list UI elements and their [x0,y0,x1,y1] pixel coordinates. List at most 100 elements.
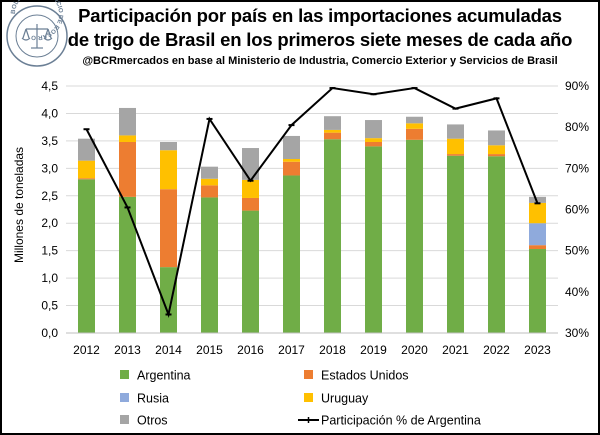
bar-argentina-2016 [242,210,259,333]
x-tick-label: 2014 [155,343,182,357]
bar-estados_unidos-2017 [283,161,300,176]
bar-argentina-2022 [488,156,505,333]
bars-group [78,107,546,333]
bar-estados_unidos-2012 [78,178,95,180]
bar-argentina-2021 [447,155,464,333]
x-axis: 2012 2013 2014 2015 2016 2017 2018 2019 2020 2021… [66,332,558,357]
y-axis-label: Millones de toneladas [12,147,26,263]
y-tick-label: 0,5 [41,299,58,313]
y-tick-label: 1,5 [41,244,58,258]
bar-uruguay-2023 [529,202,546,224]
y2-tick-label: 70% [565,161,589,175]
legend-swatch-estados_unidos [304,370,313,379]
y-tick-label: 4,0 [41,106,58,120]
y-tick-label: 2,5 [41,189,58,203]
chart-subtitle: @BCRmercados en base al Ministerio de In… [82,55,558,67]
legend-label-argentina: Argentina [137,369,191,383]
bar-estados_unidos-2013 [119,141,136,197]
legend-swatch-otros [120,415,129,424]
y-axis-primary: 0,0 0,5 1,0 1,5 2,0 2,5 3,0 3,5 4,0 4,5 [41,79,58,340]
y-tick-label: 1,0 [41,271,58,285]
bar-estados_unidos-2019 [365,141,382,147]
scales-icon [21,24,53,49]
bar-uruguay-2013 [119,135,136,142]
legend-label-uruguay: Uruguay [321,392,369,406]
x-tick-label: 2018 [319,343,346,357]
bar-estados_unidos-2014 [160,189,177,268]
bar-uruguay-2016 [242,179,259,198]
x-tick-label: 2012 [73,343,100,357]
gridlines [66,85,558,307]
x-tick-label: 2015 [196,343,223,357]
chart-title-line2: de trigo de Brasil en los primeros siete… [67,29,573,50]
bar-uruguay-2015 [201,178,218,186]
bar-otros-2021 [447,124,464,139]
bar-otros-2015 [201,166,218,179]
bar-argentina-2012 [78,179,95,333]
y2-tick-label: 90% [565,79,589,93]
bar-argentina-2013 [119,196,136,333]
bar-estados_unidos-2020 [406,128,423,140]
bar-estados_unidos-2023 [529,245,546,250]
y2-tick-label: 40% [565,285,589,299]
y2-tick-label: 50% [565,244,589,258]
bar-otros-2016 [242,148,259,180]
y2-tick-label: 60% [565,203,589,217]
bar-uruguay-2018 [324,129,341,133]
bar-argentina-2023 [529,249,546,333]
legend-label-estados_unidos: Estados Unidos [321,369,409,383]
bar-otros-2014 [160,141,177,151]
bar-uruguay-2014 [160,150,177,190]
bcr-seal-logo: BOLSA DE COMERCIO DE ROSARIO [6,0,68,67]
x-tick-label: 2017 [278,343,305,357]
legend-label-line: Participación % de Argentina [321,414,481,428]
x-tick-label: 2016 [237,343,264,357]
legend-swatch-rusia [120,393,129,402]
line-argentina-share [85,86,539,319]
y2-tick-label: 80% [565,120,589,134]
bar-uruguay-2019 [365,138,382,142]
bar-argentina-2020 [406,139,423,333]
bar-uruguay-2021 [447,138,464,155]
legend-label-otros: Otros [137,414,168,428]
legend-swatch-argentina [120,370,129,379]
x-tick-label: 2022 [483,343,510,357]
y-tick-label: 0,0 [41,326,58,340]
bar-argentina-2014 [160,267,177,333]
legend: Argentina Estados Unidos Rusia Uruguay Otros… [120,369,481,428]
bar-otros-2013 [119,107,136,136]
bar-uruguay-2012 [78,160,95,179]
bar-argentina-2017 [283,175,300,333]
bar-otros-2023 [529,196,546,203]
x-tick-label: 2019 [360,343,387,357]
x-tick-label: 2020 [401,343,428,357]
y-tick-label: 4,5 [41,79,58,93]
bar-estados_unidos-2021 [447,154,464,156]
y-tick-label: 3,5 [41,134,58,148]
bar-otros-2019 [365,120,382,139]
x-tick-label: 2023 [524,343,551,357]
bar-estados_unidos-2018 [324,132,341,140]
y-tick-label: 3,0 [41,161,58,175]
bar-estados_unidos-2016 [242,197,259,211]
x-tick-label: 2013 [114,343,141,357]
bar-estados_unidos-2015 [201,185,218,198]
line-series-group [83,86,541,319]
bar-argentina-2015 [201,197,218,333]
bar-rusia-2023 [529,223,546,246]
bar-uruguay-2022 [488,145,505,155]
bar-otros-2020 [406,116,423,124]
bar-estados_unidos-2022 [488,154,505,157]
bar-argentina-2018 [324,139,341,333]
bar-argentina-2019 [365,146,382,333]
x-tick-label: 2021 [442,343,469,357]
y2-tick-label: 30% [565,326,589,340]
bar-otros-2022 [488,130,505,146]
bar-uruguay-2017 [283,159,300,162]
bar-otros-2018 [324,116,341,130]
legend-swatch-uruguay [304,393,313,402]
chart-title-line1: Participación por país en las importacio… [78,5,562,26]
y-axis-secondary: 30% 40% 50% 60% 70% 80% 90% [565,79,589,340]
bar-otros-2017 [283,135,300,160]
